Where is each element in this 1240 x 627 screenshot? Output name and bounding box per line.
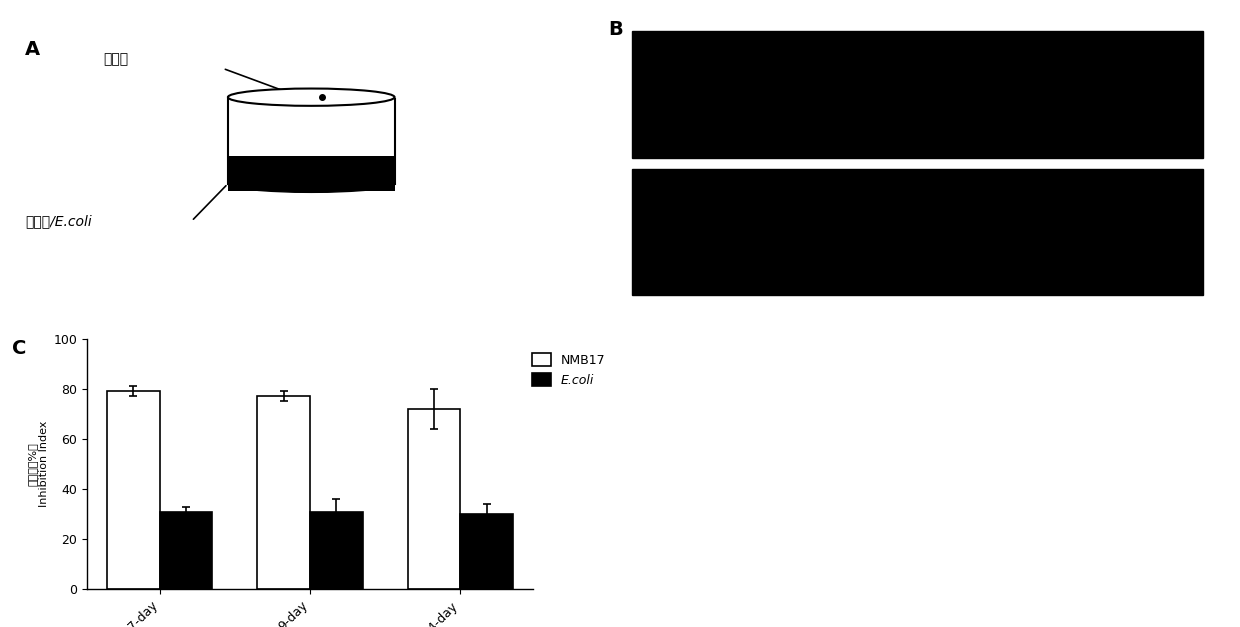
Bar [460, 514, 513, 589]
Text: 有益菌/E.coli: 有益菌/E.coli [25, 214, 92, 228]
Text: 病原菌: 病原菌 [103, 53, 128, 66]
Ellipse shape [228, 88, 394, 106]
Bar [632, 31, 1203, 157]
Text: B: B [608, 19, 622, 39]
Bar [408, 409, 460, 589]
Bar [160, 512, 212, 589]
Text: C: C [12, 339, 27, 357]
Bar [632, 169, 1203, 295]
Legend: NMB17, E.coli: NMB17, E.coli [527, 348, 610, 392]
Bar [107, 391, 160, 589]
Ellipse shape [228, 175, 394, 192]
Bar [228, 156, 394, 191]
Bar [310, 512, 362, 589]
Y-axis label: 抑制率（%）
Inhibition Index: 抑制率（%） Inhibition Index [27, 421, 50, 507]
Text: A: A [25, 40, 40, 58]
Bar [258, 396, 310, 589]
